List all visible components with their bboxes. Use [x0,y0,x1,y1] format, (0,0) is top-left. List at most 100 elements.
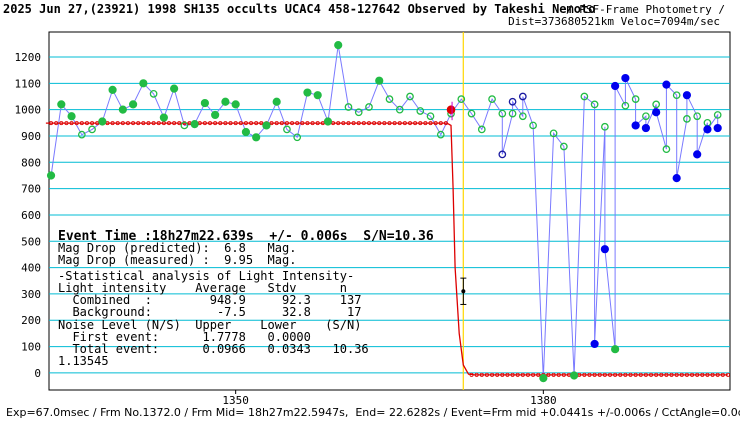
model-point [443,121,448,126]
data-point-filled-blue [713,123,722,133]
data-point-open-green [601,122,609,131]
data-point-filled-green [98,117,107,126]
data-point-filled-green [108,85,117,95]
model-point [208,121,213,126]
data-point-filled-blue [611,81,620,91]
model-point [387,121,392,126]
model-point [715,372,720,377]
data-point-filled-green [170,84,179,93]
model-point [310,121,315,126]
data-point-filled-blue [631,121,640,130]
model-point [520,372,525,377]
data-point-filled-green [539,374,548,383]
data-point-open-green [498,109,507,118]
model-point [218,121,223,126]
model-point [551,372,556,377]
data-point-open-green [293,133,302,142]
model-point [141,121,146,126]
method-label: / PSF-Frame Photometry / [566,3,725,16]
data-point-open-green [344,103,353,111]
model-point [623,372,628,377]
data-point-filled-green [139,79,148,88]
y-tick-label: 1100 [15,77,42,90]
model-point [618,372,623,377]
model-point [233,121,238,126]
model-point [279,121,284,126]
data-point-open-green [354,108,363,117]
model-point [69,121,74,126]
data-point-open-green [416,107,425,115]
model-point [720,372,725,377]
data-point-filled-green [159,113,168,122]
data-point-filled-green [252,133,261,142]
data-point-filled-green [303,88,312,97]
data-point-open-green [652,100,661,109]
data-point-filled-green [611,345,620,354]
model-point [428,121,433,126]
data-point-open-green [77,130,86,139]
model-point [59,121,64,126]
x-tick-label: 1350 [222,394,249,407]
model-point [479,372,484,377]
data-point-open-green [457,95,466,103]
y-tick-label: 500 [21,235,41,248]
y-tick-label: 900 [21,130,41,143]
x-axis-ticks: 1350 1380 [222,390,557,407]
model-point [372,121,377,126]
model-point [597,372,602,377]
y-tick-label: 400 [21,262,41,275]
model-point [377,121,382,126]
model-point [366,121,371,126]
data-point-open-green [631,95,640,103]
model-point [438,121,443,126]
data-point-filled-green [128,100,138,109]
model-point [249,121,254,126]
model-point [315,121,320,126]
model-point [269,121,274,126]
data-point-open-green [88,125,96,134]
model-point [305,121,310,126]
model-point [525,372,530,377]
model-point [633,372,638,377]
data-point-open-green [477,125,486,134]
data-point-filled-green [231,100,240,109]
model-point [228,121,233,126]
y-tick-label: 100 [21,341,41,354]
model-point [356,121,361,126]
stat-background: Background: -7.5 32.8 17 [58,305,361,319]
model-point [351,121,356,126]
model-point [433,121,438,126]
model-point [659,372,664,377]
data-point-filled-green [211,110,220,120]
data-point-open-green [395,105,404,114]
model-point [490,372,495,377]
model-point [131,121,136,126]
model-point [474,372,479,377]
model-point [546,372,551,377]
model-point [254,121,259,126]
model-point [54,121,59,126]
data-point-filled-blue [641,123,651,133]
data-point-filled-green [241,127,251,137]
model-point [336,121,341,126]
data-point-filled-green [375,76,384,85]
data-point-filled-green [190,120,199,129]
plot-area [48,31,731,391]
data-point-filled-green [57,100,66,109]
data-point-filled-blue [682,91,692,100]
data-point-open-green [672,91,681,100]
model-point [649,372,654,377]
model-point [79,121,84,126]
model-point [628,372,633,377]
data-point-open-green [580,92,589,101]
data-point-open-green [642,112,650,121]
model-point [243,121,248,126]
model-point [423,121,428,126]
grid [49,56,730,374]
data-point-filled-blue [621,73,630,83]
model-point [679,372,684,377]
mag-drop-measured: Mag Drop (measured) : 9.95 Mag. [58,253,296,267]
data-point-filled-green [570,371,579,380]
model-point [705,372,710,377]
model-point [110,121,115,126]
